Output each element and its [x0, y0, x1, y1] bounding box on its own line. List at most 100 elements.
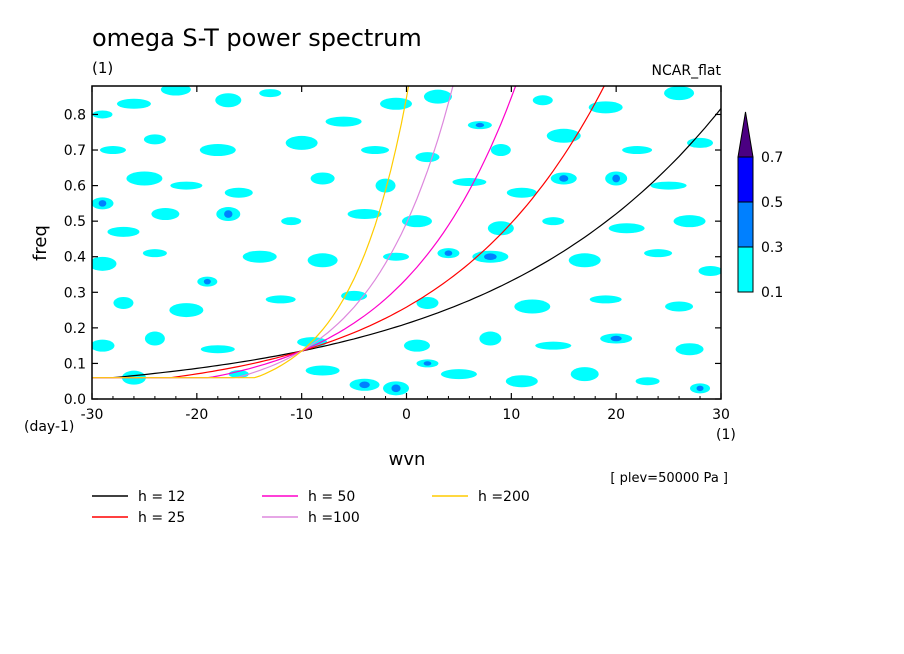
contour-patch-core	[484, 253, 497, 261]
colorbar-label: 0.7	[761, 150, 783, 166]
chart-subtitle-right: NCAR_flat	[652, 63, 722, 79]
contour-patch	[199, 144, 236, 157]
contour-patch	[307, 253, 338, 268]
contour-patch	[673, 215, 706, 228]
contour-patch	[107, 226, 140, 237]
y-tick-label: 0.0	[64, 392, 86, 408]
y-axis-label: freq	[30, 225, 51, 261]
contour-patch	[116, 98, 151, 109]
contour-patch	[200, 345, 235, 354]
contour-patch	[675, 343, 704, 356]
contour-patch	[92, 110, 113, 119]
curve-12	[92, 108, 721, 379]
legend-label: h =100	[308, 510, 360, 526]
contour-patch	[479, 331, 502, 346]
contour-patch	[325, 116, 362, 127]
contour-patch	[542, 217, 565, 226]
contour-patch	[375, 178, 396, 193]
y-tick-label: 0.6	[64, 179, 86, 195]
x-tick-label: 10	[502, 407, 520, 423]
contour-patch-core	[391, 384, 401, 393]
contour-patch	[265, 295, 296, 304]
colorbar-label: 0.1	[761, 285, 783, 301]
contour-patch	[403, 339, 430, 352]
contour-patch	[452, 178, 487, 187]
contour-patch	[532, 95, 553, 106]
contour-patch-core	[98, 200, 107, 207]
contour-patch	[505, 375, 538, 388]
contour-patch-core	[224, 210, 233, 218]
contour-patch	[506, 187, 537, 198]
contour-patch	[487, 221, 514, 236]
x-tick-label: 0	[402, 407, 411, 423]
plev-annotation: [ plev=50000 Pa ]	[610, 471, 728, 486]
x-tick-label: -10	[290, 407, 313, 423]
legend-label: h = 50	[308, 489, 355, 505]
contour-patch	[142, 249, 167, 258]
contour-patch	[664, 86, 695, 101]
curve-25	[92, 86, 605, 379]
contour-patch	[622, 146, 653, 155]
colorbar-label: 0.5	[761, 195, 783, 211]
contour-patch	[535, 341, 572, 350]
y-unit-label: (day-1)	[24, 419, 74, 435]
contour-patch	[281, 217, 302, 226]
chart-subtitle-left: (1)	[92, 59, 113, 77]
contour-patch	[401, 215, 432, 228]
contour-patch	[380, 97, 413, 110]
contour-patch	[665, 301, 694, 312]
legend: h = 12 h = 25 h = 50 h =100 h =200	[92, 489, 530, 526]
x-tick-label: 30	[712, 407, 730, 423]
contour-patch-core	[475, 122, 485, 128]
contour-patch	[285, 135, 318, 150]
x-tick-label: -30	[81, 407, 104, 423]
contour-patch	[644, 249, 673, 258]
contour-patch	[546, 128, 581, 143]
colorbar-segment	[737, 246, 754, 293]
contour-fill	[92, 86, 721, 396]
contour-patch	[361, 146, 390, 155]
contour-patch-core	[203, 278, 211, 285]
y-axis-ticks: 0.0 0.1 0.2 0.3 0.4 0.5 0.6 0.7 0.8	[64, 107, 721, 408]
y-tick-label: 0.2	[64, 321, 86, 337]
contour-patch	[215, 93, 242, 108]
contour-patch	[608, 223, 645, 234]
contour-patch	[698, 265, 721, 276]
contour-patch	[169, 303, 204, 318]
y-tick-label: 0.4	[64, 250, 86, 266]
contour-patch	[126, 171, 163, 186]
contour-patch	[568, 253, 601, 268]
dispersion-curves	[92, 86, 721, 379]
y-tick-label: 0.8	[64, 107, 86, 123]
legend-label: h =200	[478, 489, 530, 505]
contour-patch-core	[696, 385, 704, 392]
contour-patch	[99, 146, 126, 155]
contour-patch	[160, 86, 191, 96]
y-tick-label: 0.1	[64, 356, 86, 372]
x-tick-label: 20	[607, 407, 625, 423]
contour-patch	[259, 89, 282, 98]
y-tick-label: 0.7	[64, 143, 86, 159]
contour-patch	[383, 252, 410, 261]
x-unit-label: (1)	[716, 427, 736, 443]
contour-patch	[416, 296, 439, 309]
colorbar-label: 0.3	[761, 240, 783, 256]
x-axis-ticks: -30 -20 -10 0 10 20 30	[81, 86, 730, 423]
contour-patch-core	[359, 381, 370, 389]
chart-title: omega S-T power spectrum	[92, 24, 422, 52]
contour-patch	[490, 144, 511, 157]
contour-patch	[92, 256, 117, 271]
colorbar-segment	[737, 156, 754, 203]
contour-patch	[143, 134, 166, 145]
contour-patch	[170, 181, 203, 190]
contour-patch	[310, 172, 335, 185]
contour-patch	[347, 209, 382, 220]
x-tick-label: -20	[185, 407, 208, 423]
colorbar-segment	[737, 201, 754, 248]
contour-patch-core	[559, 175, 569, 182]
legend-label: h = 25	[138, 510, 185, 526]
contour-patch	[589, 295, 622, 304]
legend-label: h = 12	[138, 489, 185, 505]
colorbar-cap	[737, 111, 754, 158]
